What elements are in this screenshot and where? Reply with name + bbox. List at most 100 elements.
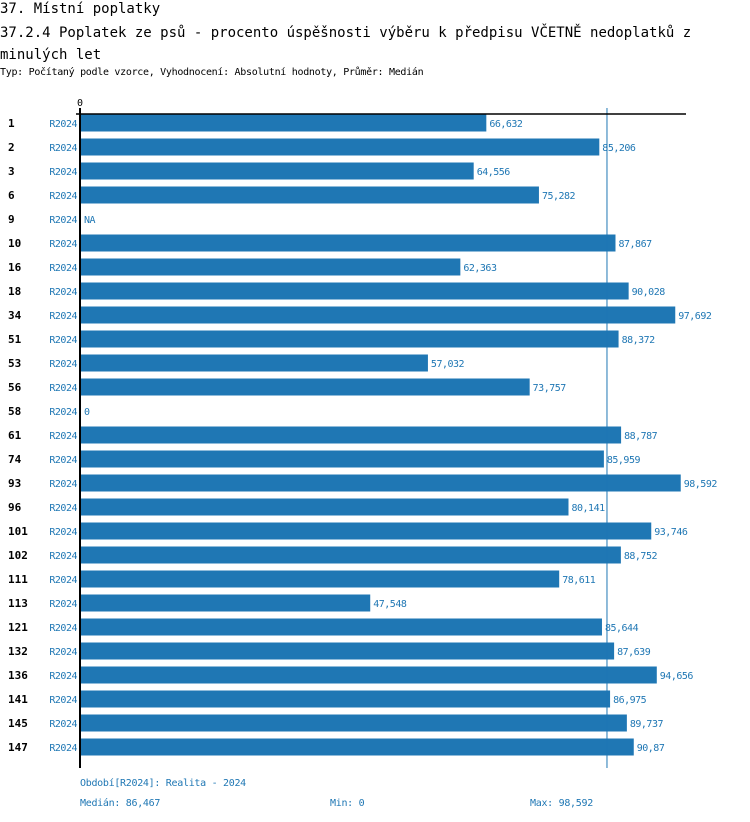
value-label: 90,87 bbox=[637, 743, 665, 754]
bar bbox=[81, 114, 487, 132]
value-label: 89,737 bbox=[630, 719, 664, 730]
category-label: 18 bbox=[8, 285, 21, 298]
bar bbox=[81, 282, 629, 300]
category-label: 53 bbox=[8, 357, 21, 370]
category-label: 145 bbox=[8, 717, 28, 730]
period-legend: Období[R2024]: Realita - 2024 bbox=[80, 778, 246, 789]
period-label: R2024 bbox=[49, 671, 77, 682]
bar bbox=[81, 474, 681, 492]
value-label: 88,372 bbox=[622, 335, 656, 346]
category-label: 51 bbox=[8, 333, 22, 346]
bar bbox=[81, 570, 560, 588]
value-label: 80,141 bbox=[571, 503, 605, 514]
bar bbox=[81, 498, 569, 516]
category-label: 58 bbox=[8, 405, 21, 418]
bar bbox=[81, 138, 600, 156]
bar bbox=[81, 666, 657, 684]
value-label: 57,032 bbox=[431, 359, 465, 370]
value-label: 85,206 bbox=[602, 143, 636, 154]
value-label: 47,548 bbox=[373, 599, 407, 610]
value-label: 78,611 bbox=[562, 575, 596, 586]
bar bbox=[81, 642, 615, 660]
period-label: R2024 bbox=[49, 239, 77, 250]
period-label: R2024 bbox=[49, 647, 77, 658]
period-label: R2024 bbox=[49, 311, 77, 322]
bar bbox=[81, 738, 634, 756]
category-label: 56 bbox=[8, 381, 22, 394]
category-label: 34 bbox=[8, 309, 22, 322]
chart-title: 37.2.4 Poplatek ze psů - procento úspěšn… bbox=[0, 25, 692, 63]
value-label: 62,363 bbox=[463, 263, 497, 274]
value-label: 73,757 bbox=[533, 383, 567, 394]
period-label: R2024 bbox=[49, 119, 77, 130]
category-label: 147 bbox=[8, 741, 28, 754]
value-label: 85,959 bbox=[607, 455, 641, 466]
period-label: R2024 bbox=[49, 215, 77, 226]
category-label: 141 bbox=[8, 693, 28, 706]
period-label: R2024 bbox=[49, 623, 77, 634]
value-label: 66,632 bbox=[489, 119, 523, 130]
period-label: R2024 bbox=[49, 719, 77, 730]
bar bbox=[81, 330, 619, 348]
value-label: 90,028 bbox=[632, 287, 666, 298]
value-label: 86,975 bbox=[613, 695, 647, 706]
category-label: 1 bbox=[8, 117, 15, 130]
period-label: R2024 bbox=[49, 287, 77, 298]
value-label: 93,746 bbox=[654, 527, 688, 538]
period-label: R2024 bbox=[49, 527, 77, 538]
value-label: 94,656 bbox=[660, 671, 694, 682]
value-label: 75,282 bbox=[542, 191, 576, 202]
value-label: 97,692 bbox=[678, 311, 712, 322]
category-label: 9 bbox=[8, 213, 15, 226]
period-label: R2024 bbox=[49, 743, 77, 754]
bar bbox=[81, 594, 371, 612]
bar bbox=[81, 162, 474, 180]
max-stat: Max: 98,592 bbox=[530, 798, 593, 809]
period-label: R2024 bbox=[49, 143, 77, 154]
category-label: 101 bbox=[8, 525, 28, 538]
category-label: 102 bbox=[8, 549, 28, 562]
x-tick-label: 0 bbox=[77, 98, 83, 109]
category-label: 61 bbox=[8, 429, 22, 442]
value-label: 88,787 bbox=[624, 431, 658, 442]
period-label: R2024 bbox=[49, 383, 77, 394]
period-label: R2024 bbox=[49, 695, 77, 706]
category-label: 10 bbox=[8, 237, 21, 250]
category-label: 16 bbox=[8, 261, 22, 274]
chart-subtitle: Typ: Počítaný podle vzorce, Vyhodnocení:… bbox=[0, 67, 424, 78]
period-label: R2024 bbox=[49, 599, 77, 610]
value-label: 88,752 bbox=[624, 551, 658, 562]
bar bbox=[81, 258, 461, 276]
bar bbox=[81, 690, 611, 708]
value-label: 98,592 bbox=[684, 479, 718, 490]
bar bbox=[81, 450, 604, 468]
category-label: 74 bbox=[8, 453, 22, 466]
period-label: R2024 bbox=[49, 191, 77, 202]
value-label: 87,867 bbox=[618, 239, 652, 250]
category-label: 6 bbox=[8, 189, 15, 202]
category-label: 121 bbox=[8, 621, 28, 634]
bar bbox=[81, 618, 602, 636]
value-label: NA bbox=[84, 215, 96, 226]
bar bbox=[81, 522, 652, 540]
bar bbox=[81, 354, 428, 372]
period-label: R2024 bbox=[49, 431, 77, 442]
period-label: R2024 bbox=[49, 407, 77, 418]
bar bbox=[81, 714, 627, 732]
category-label: 113 bbox=[8, 597, 28, 610]
period-label: R2024 bbox=[49, 359, 77, 370]
value-label: 85,644 bbox=[605, 623, 639, 634]
category-label: 96 bbox=[8, 501, 22, 514]
category-label: 111 bbox=[8, 573, 28, 586]
bar bbox=[81, 234, 616, 252]
period-label: R2024 bbox=[49, 167, 77, 178]
value-label: 0 bbox=[84, 407, 90, 418]
bar bbox=[81, 378, 530, 396]
bar bbox=[81, 306, 676, 324]
category-label: 136 bbox=[8, 669, 28, 682]
period-label: R2024 bbox=[49, 335, 77, 346]
bar bbox=[81, 186, 539, 204]
bar bbox=[81, 546, 621, 564]
median-stat: Medián: 86,467 bbox=[80, 798, 161, 809]
